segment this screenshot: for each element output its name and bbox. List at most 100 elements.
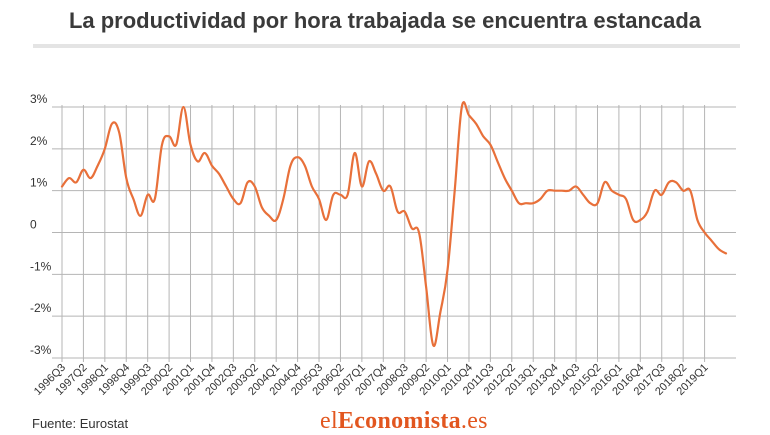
data-point <box>203 151 207 155</box>
data-point <box>89 176 93 180</box>
y-tick-label: -3% <box>30 343 52 357</box>
data-point <box>610 189 614 193</box>
brand-suffix: .es <box>460 408 488 434</box>
data-point <box>103 147 107 151</box>
data-point <box>274 218 278 222</box>
data-point <box>246 180 250 184</box>
data-point <box>595 201 599 205</box>
data-point <box>410 226 414 230</box>
source-note: Fuente: Eurostat <box>32 416 129 431</box>
data-point <box>531 201 535 205</box>
data-point <box>60 184 64 188</box>
data-point <box>260 205 264 209</box>
chart-title: La productividad por hora trabajada se e… <box>68 8 702 33</box>
data-point <box>117 130 121 134</box>
data-point <box>638 218 642 222</box>
data-point <box>189 143 193 147</box>
data-point <box>503 176 507 180</box>
data-point <box>474 122 478 126</box>
data-point <box>96 164 100 168</box>
data-point <box>81 168 85 172</box>
data-point <box>324 218 328 222</box>
data-point <box>710 239 714 243</box>
data-point <box>660 193 664 197</box>
data-point <box>367 159 371 163</box>
data-point <box>553 189 557 193</box>
data-point <box>653 189 657 193</box>
y-tick-label: -2% <box>30 301 52 315</box>
data-point <box>588 201 592 205</box>
data-point <box>703 231 707 235</box>
data-point <box>181 105 185 109</box>
data-point <box>139 214 143 218</box>
data-point <box>717 247 721 251</box>
data-point <box>560 189 564 193</box>
data-point <box>524 201 528 205</box>
data-point <box>224 184 228 188</box>
data-point <box>338 193 342 197</box>
data-point <box>317 197 321 201</box>
data-point <box>303 164 307 168</box>
data-point <box>403 210 407 214</box>
data-point <box>238 201 242 205</box>
data-point <box>624 197 628 201</box>
data-point <box>617 193 621 197</box>
data-point <box>431 343 435 347</box>
data-point <box>496 159 500 163</box>
data-point <box>346 193 350 197</box>
data-point <box>217 172 221 176</box>
data-point <box>131 197 135 201</box>
data-point <box>538 197 542 201</box>
data-point <box>603 180 607 184</box>
data-point <box>167 134 171 138</box>
data-point <box>446 268 450 272</box>
data-point <box>467 113 471 117</box>
data-point <box>267 214 271 218</box>
data-point <box>124 176 128 180</box>
data-point <box>510 189 514 193</box>
data-point <box>153 197 157 201</box>
y-tick-label: -1% <box>30 259 52 273</box>
data-point <box>281 197 285 201</box>
data-point <box>574 184 578 188</box>
data-point <box>160 143 164 147</box>
data-point <box>631 218 635 222</box>
brand-name: Economista <box>337 408 461 434</box>
data-point <box>381 189 385 193</box>
data-point <box>674 180 678 184</box>
data-point <box>360 184 364 188</box>
data-point <box>67 176 71 180</box>
data-point <box>353 151 357 155</box>
data-point <box>567 189 571 193</box>
data-point <box>146 193 150 197</box>
data-point <box>645 210 649 214</box>
title-divider <box>33 44 740 48</box>
data-point <box>74 180 78 184</box>
data-point <box>388 184 392 188</box>
data-point <box>110 122 114 126</box>
data-point <box>488 143 492 147</box>
data-point <box>196 159 200 163</box>
data-point <box>424 285 428 289</box>
y-tick-label: 0 <box>30 218 37 232</box>
data-point <box>681 189 685 193</box>
data-point <box>546 189 550 193</box>
y-tick-label: 3% <box>30 92 48 106</box>
y-tick-label: 1% <box>30 176 48 190</box>
data-point <box>517 201 521 205</box>
data-point <box>695 218 699 222</box>
data-point <box>288 164 292 168</box>
publisher-logo: elEconomista.es <box>320 408 488 435</box>
data-point <box>581 193 585 197</box>
data-point <box>374 172 378 176</box>
data-point <box>396 210 400 214</box>
data-point <box>460 105 464 109</box>
data-point <box>417 231 421 235</box>
data-point <box>688 189 692 193</box>
data-point <box>453 189 457 193</box>
data-point <box>438 310 442 314</box>
data-point <box>667 180 671 184</box>
data-point <box>231 197 235 201</box>
data-point <box>724 251 728 255</box>
